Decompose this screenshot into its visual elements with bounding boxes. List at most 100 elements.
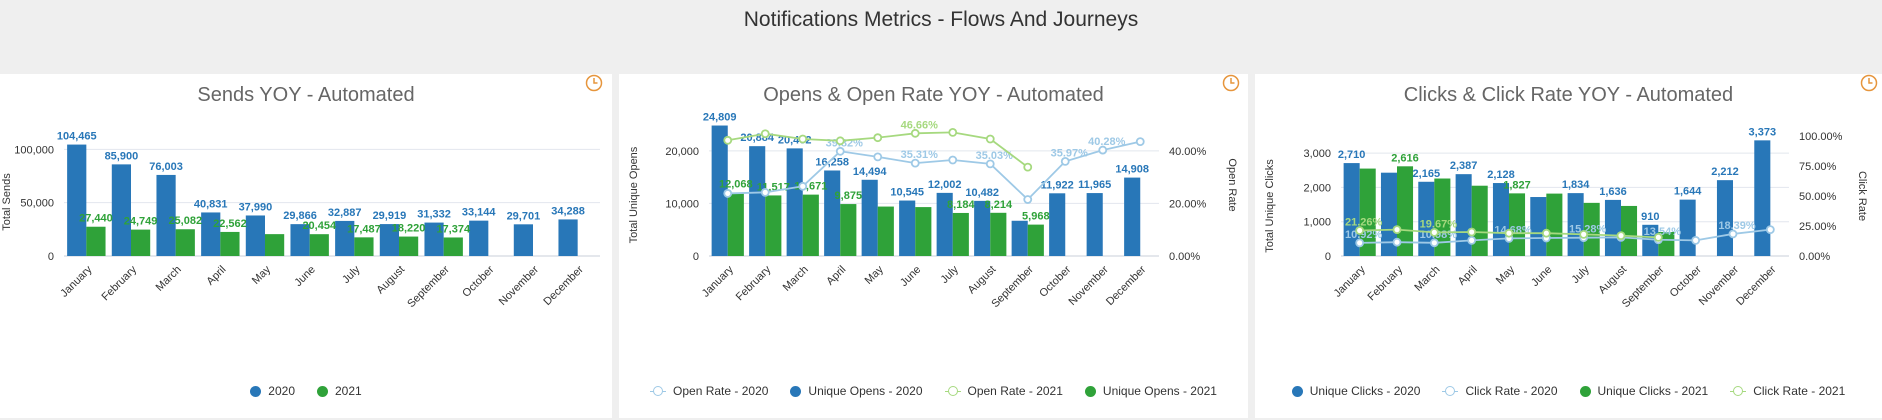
x-tick-label: October bbox=[460, 263, 496, 299]
rate-point bbox=[948, 128, 958, 137]
x-tick-label: July bbox=[340, 263, 363, 286]
legend-item-unique-opens-2020[interactable]: Unique Opens - 2020 bbox=[790, 384, 923, 398]
data-label: 8,184 bbox=[947, 199, 975, 211]
rate-point bbox=[910, 158, 920, 168]
legend-swatch-icon bbox=[250, 385, 262, 397]
bar bbox=[899, 200, 916, 256]
y2-tick-label: 25.00% bbox=[1799, 221, 1837, 233]
legend-label: Click Rate - 2020 bbox=[1465, 384, 1558, 398]
legend-item-2021[interactable]: 2021 bbox=[317, 384, 362, 398]
rate-point bbox=[1023, 162, 1033, 172]
x-tick-label: May bbox=[250, 263, 274, 287]
bar bbox=[1679, 199, 1696, 256]
sends-chart: 0 50,000 100,000 Total Sends January February… bbox=[1, 131, 600, 310]
x-tick-label: January bbox=[1332, 263, 1369, 300]
data-label: 34,288 bbox=[551, 205, 585, 217]
bar bbox=[335, 220, 355, 256]
legend-swatch-icon bbox=[1084, 385, 1096, 397]
data-label: 910 bbox=[1641, 211, 1659, 223]
bar bbox=[379, 224, 399, 256]
legend-item-click-rate-2021[interactable]: Click Rate - 2021 bbox=[1730, 384, 1845, 398]
rate-point bbox=[1653, 232, 1663, 242]
legend-line-icon bbox=[650, 385, 667, 397]
legend-item-2020[interactable]: 2020 bbox=[250, 384, 295, 398]
bar bbox=[245, 215, 265, 256]
x-tick-label: February bbox=[734, 263, 774, 303]
data-label: 25,082 bbox=[168, 215, 202, 227]
bar bbox=[1621, 205, 1638, 256]
rate-label: 10.98% bbox=[1420, 229, 1458, 241]
rate-label: 15.28% bbox=[1569, 224, 1607, 236]
x-tick-label: March bbox=[1412, 264, 1442, 294]
bar bbox=[1716, 180, 1733, 256]
legend-item-unique-clicks-2020[interactable]: Unique Clicks - 2020 bbox=[1291, 384, 1420, 398]
bar bbox=[802, 194, 819, 256]
bar bbox=[974, 200, 991, 256]
clock-icon[interactable] bbox=[1860, 74, 1878, 92]
rate-point bbox=[985, 134, 995, 144]
data-label: 5,968 bbox=[1022, 211, 1050, 223]
bar bbox=[265, 234, 285, 256]
x-tick-label: December bbox=[1104, 263, 1149, 308]
rate-point bbox=[1616, 231, 1626, 241]
bar bbox=[469, 220, 489, 256]
legend-item-unique-opens-2021[interactable]: Unique Opens - 2021 bbox=[1084, 384, 1217, 398]
bar bbox=[952, 212, 969, 256]
rate-point bbox=[1392, 237, 1402, 247]
data-label: 1,827 bbox=[1503, 179, 1531, 191]
data-label: 17,487 bbox=[347, 223, 381, 235]
data-label: 1,834 bbox=[1562, 179, 1590, 191]
bar bbox=[1567, 193, 1584, 256]
opens-chart: 0 10,000 20,000 Total Unique Opens 0.00% 20.0… bbox=[628, 112, 1238, 311]
legend-label: Unique Clicks - 2021 bbox=[1597, 384, 1709, 398]
bar bbox=[220, 231, 240, 256]
x-tick-label: August bbox=[966, 264, 999, 297]
clock-icon[interactable] bbox=[585, 74, 603, 92]
data-label: 2,128 bbox=[1487, 169, 1515, 181]
x-tick-label: June bbox=[898, 264, 923, 289]
bar bbox=[861, 179, 878, 256]
rate-point bbox=[910, 128, 920, 138]
data-label: 2,616 bbox=[1391, 152, 1419, 164]
legend-item-unique-clicks-2021[interactable]: Unique Clicks - 2021 bbox=[1579, 384, 1709, 398]
data-label: 29,866 bbox=[283, 210, 317, 222]
legend-label: Unique Opens - 2021 bbox=[1102, 384, 1217, 398]
y-tick-label: 20,000 bbox=[665, 146, 699, 158]
rate-point bbox=[1060, 157, 1070, 166]
bar bbox=[1049, 193, 1066, 256]
legend-label: 2020 bbox=[268, 384, 295, 398]
legend-line-icon bbox=[1730, 385, 1747, 397]
bar bbox=[727, 192, 744, 256]
bar bbox=[399, 236, 419, 256]
rate-point bbox=[1392, 225, 1402, 235]
y2-tick-label: 0.00% bbox=[1799, 251, 1830, 263]
data-label: 2,710 bbox=[1338, 149, 1366, 161]
legend-item-click-rate-2020[interactable]: Click Rate - 2020 bbox=[1442, 384, 1558, 398]
data-label: 24,749 bbox=[124, 216, 158, 228]
bar bbox=[131, 229, 151, 256]
x-tick-label: October bbox=[1668, 263, 1704, 299]
bar bbox=[824, 170, 841, 256]
rate-point bbox=[1429, 227, 1439, 237]
legend-item-open-rate-2020[interactable]: Open Rate - 2020 bbox=[650, 384, 768, 398]
data-label: 20,454 bbox=[302, 220, 337, 232]
rate-point bbox=[760, 129, 770, 139]
bar bbox=[513, 224, 533, 256]
bar bbox=[877, 206, 894, 256]
clock-icon[interactable] bbox=[1222, 74, 1240, 92]
legend-label: Open Rate - 2021 bbox=[967, 384, 1063, 398]
rate-point bbox=[798, 134, 808, 144]
bar bbox=[749, 146, 766, 256]
rate-point bbox=[760, 187, 770, 197]
y-tick-label: 0 bbox=[693, 251, 699, 263]
chart-legend: 2020 2021 bbox=[0, 384, 612, 398]
data-label: 1,636 bbox=[1599, 186, 1627, 198]
legend-item-open-rate-2021[interactable]: Open Rate - 2021 bbox=[944, 384, 1063, 398]
y-axis-label: Total Unique Opens bbox=[628, 146, 640, 243]
data-label: 22,562 bbox=[213, 218, 247, 230]
data-label: 12,068 bbox=[719, 179, 753, 191]
sends-chart-panel: 0 50,000 100,000 Total Sends January February… bbox=[0, 74, 612, 418]
x-tick-label: January bbox=[700, 263, 737, 300]
y-tick-label: 10,000 bbox=[665, 198, 699, 210]
rate-label: 46.66% bbox=[901, 119, 939, 131]
